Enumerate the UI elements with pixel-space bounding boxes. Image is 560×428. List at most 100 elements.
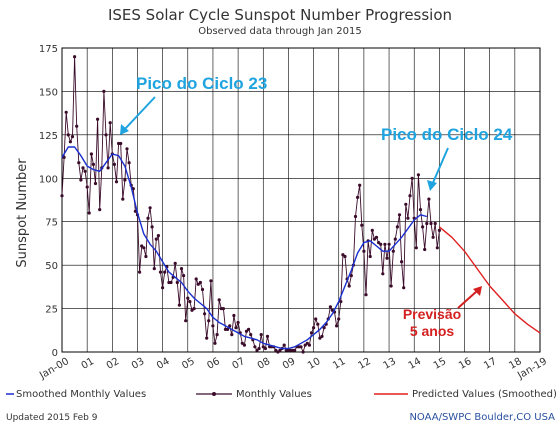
monthly-point — [253, 345, 257, 349]
y-tick-label: 100 — [39, 174, 58, 185]
monthly-point — [119, 141, 123, 146]
monthly-point — [184, 319, 188, 323]
series-layer — [60, 55, 541, 354]
monthly-point — [64, 110, 68, 114]
monthly-point — [393, 237, 397, 241]
monthly-point — [138, 270, 142, 274]
x-tick-label: 09 — [281, 356, 298, 372]
monthly-point — [203, 312, 207, 316]
monthly-point — [320, 334, 324, 338]
monthly-point — [114, 180, 119, 184]
monthly-point — [360, 223, 364, 227]
monthly-point — [156, 234, 160, 238]
monthly-point — [358, 183, 362, 187]
monthly-point — [427, 197, 431, 201]
monthly-point — [335, 324, 339, 328]
annotation-forecast-arrow — [457, 290, 478, 309]
monthly-point — [228, 324, 232, 328]
x-tick-label: 05 — [180, 356, 197, 372]
series-line-smoothed-monthly-values — [61, 146, 427, 350]
monthly-point — [406, 216, 410, 220]
monthly-point — [87, 211, 91, 215]
legend-item-predicted: Predicted Values (Smoothed) — [374, 389, 557, 400]
monthly-point — [70, 135, 75, 139]
x-tick-label: 03 — [130, 356, 147, 372]
monthly-point — [146, 216, 150, 220]
monthly-point — [309, 331, 314, 335]
monthly-point — [408, 194, 412, 198]
monthly-point — [123, 178, 127, 182]
monthly-point — [150, 225, 154, 229]
monthly-point — [312, 326, 316, 330]
x-tick-labels: Jan-00 01 02 03 04 05 06 07 08 09 10 11 12 13 14 15 16 17… — [37, 356, 549, 382]
monthly-point — [337, 317, 341, 321]
monthly-point — [370, 228, 374, 232]
monthly-point — [68, 140, 72, 144]
monthly-point — [414, 246, 418, 250]
y-tick-label: 125 — [39, 131, 58, 142]
annotation-forecast-line1: Previsão — [403, 306, 461, 322]
monthly-point — [85, 185, 89, 189]
monthly-point — [364, 293, 368, 297]
monthly-point — [242, 343, 246, 347]
monthly-point — [125, 147, 129, 151]
monthly-point — [374, 235, 379, 239]
monthly-point — [362, 249, 366, 253]
monthly-point — [200, 287, 205, 292]
monthly-point — [328, 305, 332, 309]
monthly-point — [173, 261, 177, 265]
monthly-point — [221, 307, 225, 311]
monthly-point — [83, 169, 87, 173]
monthly-point — [391, 249, 395, 253]
monthly-point — [429, 221, 433, 226]
y-axis-label: Sunspot Number — [15, 158, 30, 268]
monthly-point — [60, 194, 64, 198]
monthly-point — [161, 286, 165, 290]
annotation-peak-24-text: Pico do Ciclo 24 — [381, 125, 513, 144]
monthly-point — [226, 327, 230, 331]
monthly-point — [207, 319, 211, 323]
monthly-point — [236, 320, 240, 325]
monthly-point — [196, 282, 200, 286]
monthly-point — [75, 124, 79, 128]
monthly-point — [400, 260, 404, 264]
x-tick-label: 17 — [482, 356, 499, 372]
monthly-point — [303, 343, 307, 347]
annotation-forecast-line2: 5 anos — [410, 323, 455, 339]
x-tick-label: 16 — [457, 356, 474, 372]
annotation-peak-24: Pico do Ciclo 24 — [381, 125, 513, 191]
monthly-point — [282, 343, 286, 347]
monthly-point — [347, 284, 351, 288]
x-tick-label: 01 — [80, 356, 97, 372]
monthly-point — [177, 303, 181, 307]
plot-frame — [61, 47, 541, 353]
monthly-point — [79, 178, 83, 182]
monthly-point — [142, 246, 146, 250]
x-tick-label: 08 — [256, 356, 273, 372]
monthly-point — [93, 181, 98, 186]
monthly-point — [205, 336, 209, 340]
monthly-point — [81, 166, 85, 170]
monthly-point — [343, 254, 347, 259]
monthly-point — [341, 253, 345, 257]
monthly-point — [307, 343, 311, 347]
annotation-peak-23-arrowhead — [120, 124, 129, 135]
monthly-point — [232, 313, 236, 318]
x-tick-label: 06 — [205, 356, 222, 372]
monthly-point — [349, 274, 353, 278]
monthly-point — [102, 89, 106, 93]
monthly-point — [322, 326, 326, 330]
legend-label-predicted: Predicted Values (Smoothed) — [412, 389, 557, 400]
monthly-point — [383, 242, 387, 246]
monthly-point — [163, 270, 167, 274]
monthly-point — [387, 242, 391, 246]
x-tick-label: 04 — [155, 356, 172, 372]
x-tick-label: 02 — [105, 356, 122, 372]
monthly-point — [247, 327, 251, 331]
x-tick-label: 10 — [306, 356, 323, 372]
monthly-point — [91, 162, 95, 166]
monthly-point — [339, 300, 343, 304]
monthly-point — [106, 166, 110, 170]
